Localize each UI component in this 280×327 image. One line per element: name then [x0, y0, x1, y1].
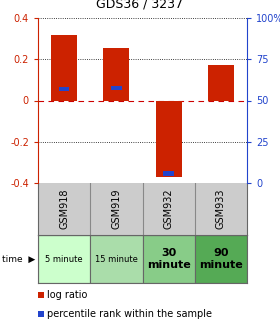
Text: time  ▶: time ▶: [2, 254, 35, 264]
Text: GSM932: GSM932: [164, 189, 174, 229]
Bar: [208, 65, 234, 100]
Text: percentile rank within the sample: percentile rank within the sample: [47, 309, 212, 319]
Bar: [195, 235, 247, 283]
Text: 5 minute: 5 minute: [45, 254, 83, 264]
Bar: [38, 292, 44, 298]
Text: 90
minute: 90 minute: [199, 248, 243, 270]
Text: log ratio: log ratio: [47, 290, 87, 300]
Bar: [51, 35, 77, 100]
Bar: [111, 86, 122, 90]
Bar: [90, 235, 143, 283]
Text: GSM918: GSM918: [59, 189, 69, 229]
Bar: [156, 100, 182, 177]
Text: 30
minute: 30 minute: [147, 248, 190, 270]
Bar: [38, 311, 44, 317]
Text: GDS36 / 3237: GDS36 / 3237: [97, 0, 183, 11]
Bar: [143, 235, 195, 283]
Text: GSM933: GSM933: [216, 189, 226, 229]
Bar: [38, 235, 90, 283]
Bar: [164, 171, 174, 176]
Bar: [59, 87, 69, 92]
Text: GSM919: GSM919: [111, 189, 121, 229]
Text: 15 minute: 15 minute: [95, 254, 138, 264]
Bar: [103, 48, 129, 100]
